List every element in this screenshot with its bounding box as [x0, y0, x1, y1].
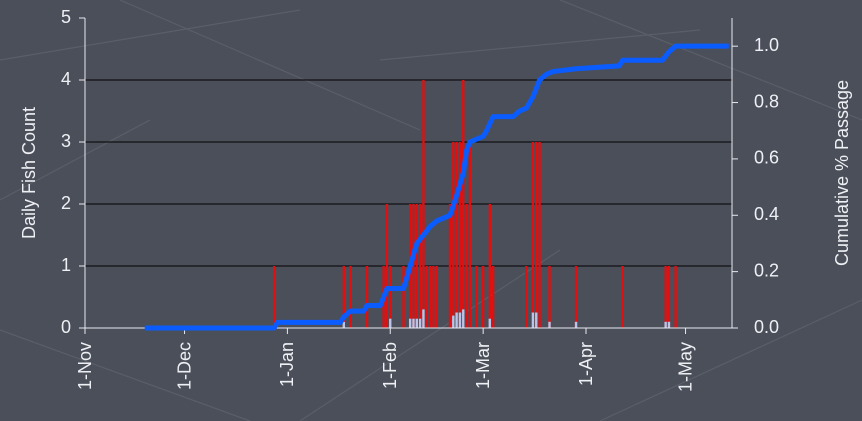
bar: [548, 266, 551, 328]
bar: [402, 266, 405, 328]
bar: [415, 318, 418, 328]
bar: [574, 321, 578, 328]
bar: [548, 321, 551, 328]
bar: [488, 204, 491, 328]
y2-tick-label: 0.2: [754, 260, 779, 280]
bar: [664, 321, 667, 328]
bar: [468, 142, 472, 328]
bar: [428, 266, 432, 328]
bar: [462, 309, 465, 328]
bar: [458, 312, 462, 328]
bar: [448, 204, 452, 328]
y-tick-label: 1: [61, 255, 71, 275]
x-tick-label: 1-Apr: [576, 342, 596, 386]
bar: [667, 266, 671, 328]
bar: [531, 142, 535, 328]
y-axis-title: Daily Fish Count: [19, 107, 39, 239]
x-tick-label: 1-Jan: [277, 342, 297, 387]
bar: [435, 266, 438, 328]
bar: [418, 318, 422, 328]
bar: [455, 312, 458, 328]
bar: [365, 266, 369, 328]
x-tick-label: 1-Feb: [380, 342, 400, 389]
bar: [342, 266, 345, 328]
bar: [342, 321, 345, 328]
bar: [272, 266, 276, 328]
x-tick-label: 1-May: [675, 342, 695, 392]
bar: [385, 204, 389, 328]
bar: [667, 321, 671, 328]
bar: [621, 266, 624, 328]
bar: [475, 266, 478, 328]
x-tick-label: 1-Mar: [473, 342, 493, 389]
bar: [574, 266, 578, 328]
bar: [422, 309, 425, 328]
bar: [674, 266, 677, 328]
bar: [389, 266, 392, 328]
bar: [491, 266, 495, 328]
x-tick-label: 1-Dec: [174, 342, 194, 390]
bar: [535, 312, 538, 328]
y2-tick-label: 0.8: [754, 91, 779, 111]
bar: [462, 80, 465, 328]
bar: [389, 318, 392, 328]
y-tick-label: 2: [61, 193, 71, 213]
y-tick-label: 5: [61, 7, 71, 27]
bar: [452, 142, 455, 328]
bar: [465, 204, 468, 328]
bar: [525, 266, 528, 328]
bar: [488, 318, 491, 328]
bar: [481, 266, 485, 328]
bar: [425, 266, 428, 328]
bar: [531, 312, 535, 328]
y2-tick-label: 0.0: [754, 317, 779, 337]
bar: [538, 142, 541, 328]
bar: [452, 315, 455, 328]
y2-tick-label: 1.0: [754, 35, 779, 55]
bar: [415, 204, 418, 328]
bar: [422, 80, 425, 328]
cumulative-line: [144, 43, 729, 331]
y-tick-label: 3: [61, 131, 71, 151]
y-tick-label: 0: [61, 317, 71, 337]
bar: [408, 318, 412, 328]
bar: [432, 266, 435, 328]
bar: [455, 142, 458, 328]
bar: [418, 204, 422, 328]
bar: [349, 266, 352, 328]
bar: [412, 318, 415, 328]
x-tick-label: 1-Nov: [75, 342, 95, 390]
bar: [664, 266, 667, 328]
bar: [535, 142, 538, 328]
y2-axis-title: Cumulative % Passage: [832, 80, 852, 266]
y2-tick-label: 0.4: [754, 204, 779, 224]
y2-tick-label: 0.6: [754, 148, 779, 168]
y-tick-label: 4: [61, 69, 71, 89]
bar: [458, 142, 462, 328]
bar: [412, 204, 415, 328]
